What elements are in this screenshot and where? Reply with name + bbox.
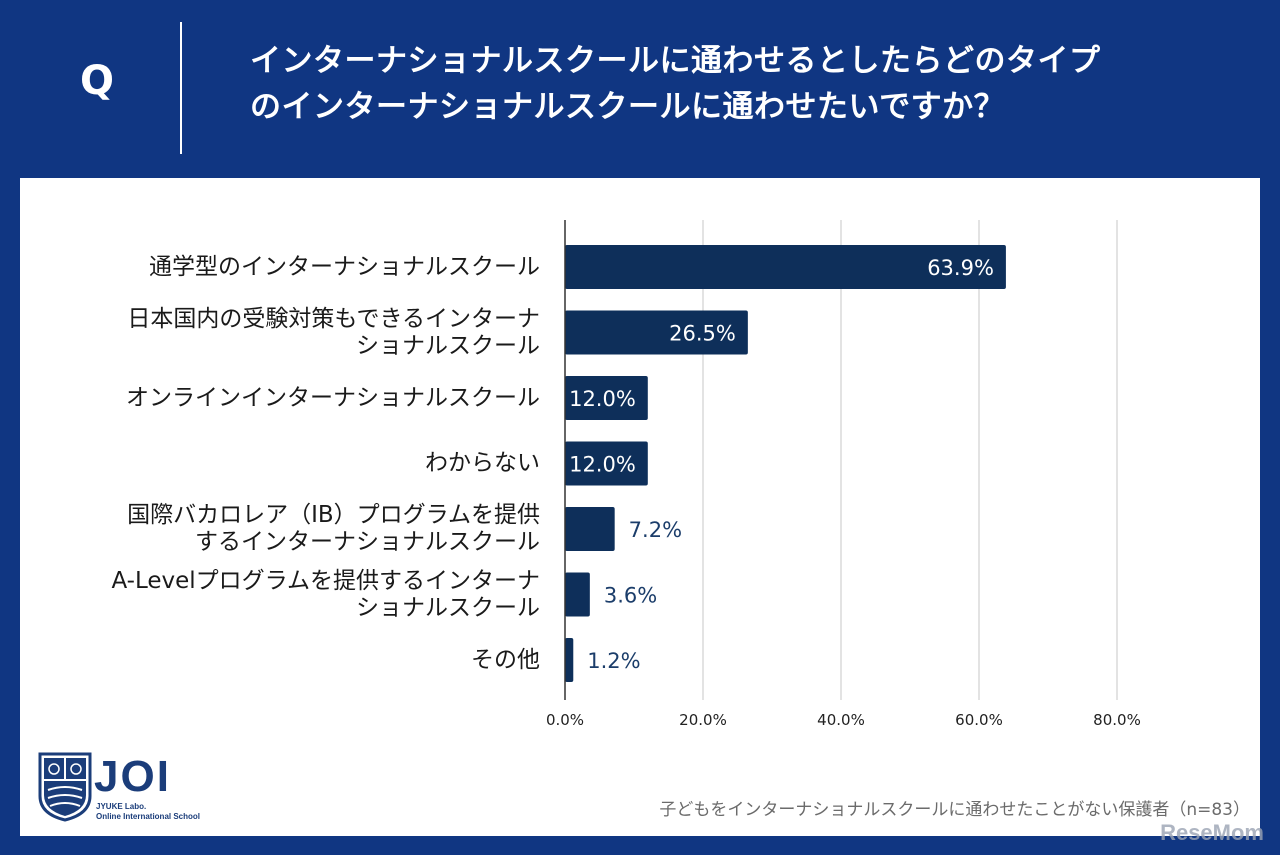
bar-value-label: 3.6%	[604, 584, 657, 608]
category-label-line: ショナルスクール	[356, 594, 540, 621]
bar-value-label: 7.2%	[629, 518, 682, 542]
watermark-logo: ReseMom	[1160, 820, 1264, 845]
bar-value-label: 26.5%	[669, 322, 736, 346]
bar-value-label: 1.2%	[587, 649, 640, 673]
header-divider	[180, 22, 182, 154]
bar-value-label: 63.9%	[927, 256, 994, 280]
bar	[565, 245, 1006, 289]
bar	[565, 572, 590, 617]
bar	[565, 376, 648, 420]
bar	[565, 638, 574, 682]
x-tick-label: 60.0%	[955, 711, 1003, 729]
category-label: 国際バカロレア（IB）プログラムを提供 するインターナショナルスクール	[127, 502, 540, 556]
x-tick-label: 20.0%	[679, 711, 727, 729]
question-line-1: インターナショナルスクールに通わせるとしたらどのタイプ	[250, 43, 1101, 79]
category-label: オンラインインターナショナルスクール	[126, 385, 540, 412]
logo-subtitle-2: Online International School	[96, 812, 201, 821]
chart-panel: 0.0% 20.0% 40.0% 60.0% 80.0% 63.9% 26.5% 12.0% 1…	[20, 178, 1260, 836]
joi-logo-emblem-icon	[38, 752, 92, 822]
x-tick-label: 40.0%	[817, 711, 865, 729]
x-tick-label: 80.0%	[1093, 711, 1141, 729]
bar	[565, 507, 615, 551]
sample-note: 子どもをインターナショナルスクールに通わせたことがない保護者（n=83）	[659, 800, 1250, 820]
category-label-line: 通学型のインターナショナルスクール	[149, 253, 540, 280]
category-label-line: 国際バカロレア（IB）プログラムを提供	[127, 502, 540, 528]
category-label-line: 日本国内の受験対策もできるインターナ	[127, 305, 540, 332]
category-label-line: オンラインインターナショナルスクール	[126, 384, 540, 411]
bar	[565, 441, 648, 486]
category-label: その他	[471, 647, 540, 674]
question-mark-label: Q	[80, 58, 115, 104]
question-text: インターナショナルスクールに通わせるとしたらどのタイプ のインターナショナルスク…	[250, 38, 1260, 130]
bar-value-label: 12.0%	[569, 453, 636, 477]
category-label-line: その他	[471, 646, 540, 673]
category-label: 通学型のインターナショナルスクール	[149, 254, 540, 281]
category-label: わからない	[425, 450, 540, 477]
category-label: A-Levelプログラムを提供するインターナ ショナルスクール	[111, 568, 540, 622]
category-label-line: ショナルスクール	[356, 332, 540, 359]
category-label-line: わからない	[425, 450, 540, 476]
category-label: 日本国内の受験対策もできるインターナ ショナルスクール	[127, 306, 540, 360]
bar-value-label: 12.0%	[569, 387, 636, 411]
x-tick-label: 0.0%	[546, 711, 584, 729]
logo-wordmark: JOI	[94, 752, 171, 801]
category-label-line: するインターナショナルスクール	[195, 529, 540, 555]
category-label-line: A-Levelプログラムを提供するインターナ	[111, 567, 540, 594]
question-line-2: のインターナショナルスクールに通わせたいですか？	[250, 89, 1006, 125]
logo-subtitle-1: JYUKE Labo.	[96, 802, 147, 811]
bar	[565, 310, 748, 355]
bar-chart: 0.0% 20.0% 40.0% 60.0% 80.0% 63.9% 26.5% 12.0% 1…	[546, 220, 1141, 729]
